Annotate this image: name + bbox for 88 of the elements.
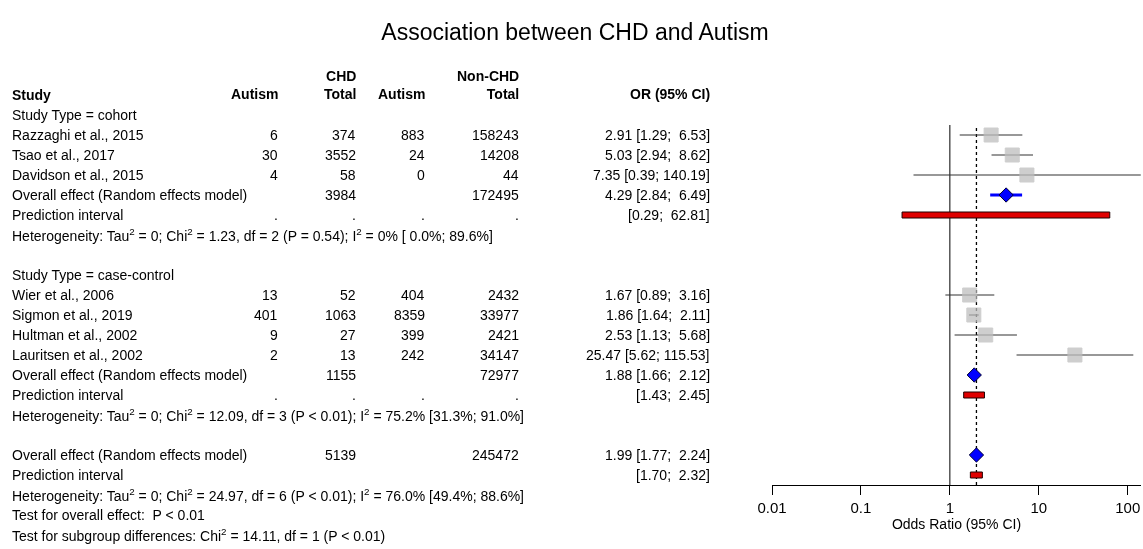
category-label: Prediction interval xyxy=(12,207,124,223)
data-label: 9 xyxy=(270,327,278,343)
text: CHD Total xyxy=(324,68,357,103)
data-label: 374 xyxy=(332,127,356,143)
data-label: . xyxy=(421,207,425,223)
data-label: 8359 xyxy=(394,307,426,323)
category-label: Overall effect (Random effects model) xyxy=(12,367,248,383)
category-label: Davidson et al., 2015 xyxy=(12,167,144,183)
category-label: Prediction interval xyxy=(12,387,124,403)
x-tick-label: 1 xyxy=(945,499,955,516)
category-label: Hultman et al., 2002 xyxy=(12,327,138,343)
data-label: 34147 xyxy=(480,347,520,363)
x-tick-label: 0.1 xyxy=(850,499,872,516)
data-label: 2.91 [1.29; 6.53] xyxy=(605,127,711,143)
data-label: 1.86 [1.64; 2.11] xyxy=(606,307,711,323)
data-label: 27 xyxy=(340,327,356,343)
data-label: 14208 xyxy=(480,147,520,163)
data-label: 44 xyxy=(503,167,519,183)
text: OR (95% CI) xyxy=(630,86,711,102)
data-label: 401 xyxy=(254,307,278,323)
data-label: . xyxy=(274,207,278,223)
data-label: . xyxy=(421,387,425,403)
data-label: 1.88 [1.66; 2.12] xyxy=(605,367,711,383)
data-label: 4.29 [2.84; 6.49] xyxy=(605,187,711,203)
category-label: Test for overall effect: P < 0.01 xyxy=(12,507,206,523)
data-label: 25.47 [5.62; 115.53] xyxy=(586,347,710,363)
x-tick-label: 0.01 xyxy=(757,499,787,516)
data-label: 5139 xyxy=(325,447,357,463)
data-label: 13 xyxy=(340,347,356,363)
category-label: Overall effect (Random effects model) xyxy=(12,447,248,463)
data-label: [1.70; 2.32] xyxy=(636,467,710,483)
data-label: . xyxy=(352,387,356,403)
data-label: 399 xyxy=(401,327,425,343)
data-label: [0.29; 62.81] xyxy=(628,207,710,223)
category-label: Heterogeneity: Tau$^{2}$ = 0; Chi$^{2}$ = 24.97, df = 6 (P < 0.01); I$^{2}$ = 76.0% [49.4%; 88.6%] xyxy=(12,486,525,504)
data-label: 1.67 [0.89; 3.16] xyxy=(605,287,711,303)
data-label: 1.99 [1.77; 2.24] xyxy=(605,447,711,463)
data-label: 1155 xyxy=(326,367,357,383)
text: Autism xyxy=(231,86,279,102)
category-label: Wier et al., 2006 xyxy=(12,287,115,303)
data-label: 2 xyxy=(270,347,278,363)
text: Association between CHD and Autism xyxy=(381,19,769,46)
data-label: . xyxy=(352,207,356,223)
data-label: 3552 xyxy=(325,147,357,163)
data-label: 172495 xyxy=(472,187,519,203)
data-label: [1.43; 2.45] xyxy=(636,387,710,403)
data-label: 33977 xyxy=(480,307,520,323)
data-label: 6 xyxy=(270,127,278,143)
category-label: Study Type = case-control xyxy=(12,267,174,283)
category-label: Heterogeneity: Tau$^{2}$ = 0; Chi$^{2}$ = 12.09, df = 3 (P < 0.01); I$^{2}$ = 75.2% [31.3%; 91.0%] xyxy=(12,406,525,424)
data-label: 2.53 [1.13; 5.68] xyxy=(605,327,711,343)
data-label: 242 xyxy=(401,347,425,363)
data-label: 30 xyxy=(262,147,278,163)
data-label: 1063 xyxy=(325,307,357,323)
data-label: . xyxy=(515,387,519,403)
data-label: 2432 xyxy=(488,287,520,303)
data-label: 883 xyxy=(401,127,425,143)
data-label: . xyxy=(274,387,278,403)
data-label: 3984 xyxy=(325,187,357,203)
data-label: 158243 xyxy=(472,127,519,143)
category-label: Study xyxy=(12,87,52,103)
data-label: 404 xyxy=(401,287,425,303)
text: Non-CHD Total xyxy=(457,68,520,103)
text: Autism xyxy=(378,86,426,102)
data-label: 52 xyxy=(340,287,356,303)
data-label: 13 xyxy=(262,287,278,303)
category-label: Razzaghi et al., 2015 xyxy=(12,127,144,143)
data-label: 5.03 [2.94; 8.62] xyxy=(605,147,711,163)
category-label: Tsao et al., 2017 xyxy=(12,147,115,163)
category-label: Overall effect (Random effects model) xyxy=(12,187,248,203)
x-tick-label: 10 xyxy=(1030,499,1048,516)
category-label: Sigmon et al., 2019 xyxy=(12,307,133,323)
x-axis-title: Odds Ratio (95% CI) xyxy=(891,516,1022,533)
data-label: 24 xyxy=(409,147,425,163)
data-label: 4 xyxy=(270,167,278,183)
data-label: 7.35 [0.39; 140.19] xyxy=(593,167,710,183)
data-label: 2421 xyxy=(488,327,520,343)
data-label: 72977 xyxy=(480,367,520,383)
category-label: Prediction interval xyxy=(12,467,124,483)
category-label: Test for subgroup differences: Chi$^{2}$ = 14.11, df = 1 (P < 0.01) xyxy=(12,526,386,544)
data-label: 245472 xyxy=(472,447,519,463)
category-label: Heterogeneity: Tau$^{2}$ = 0; Chi$^{2}$ = 1.23, df = 2 (P = 0.54); I$^{2}$ = 0% [ 0.0%; 89.6%] xyxy=(12,226,493,244)
x-tick-label: 100 xyxy=(1115,499,1141,516)
data-label: 0 xyxy=(417,167,425,183)
category-label: Lauritsen et al., 2002 xyxy=(12,347,143,363)
category-label: Study Type = cohort xyxy=(12,107,137,123)
data-label: 58 xyxy=(340,167,356,183)
data-label: . xyxy=(515,207,519,223)
